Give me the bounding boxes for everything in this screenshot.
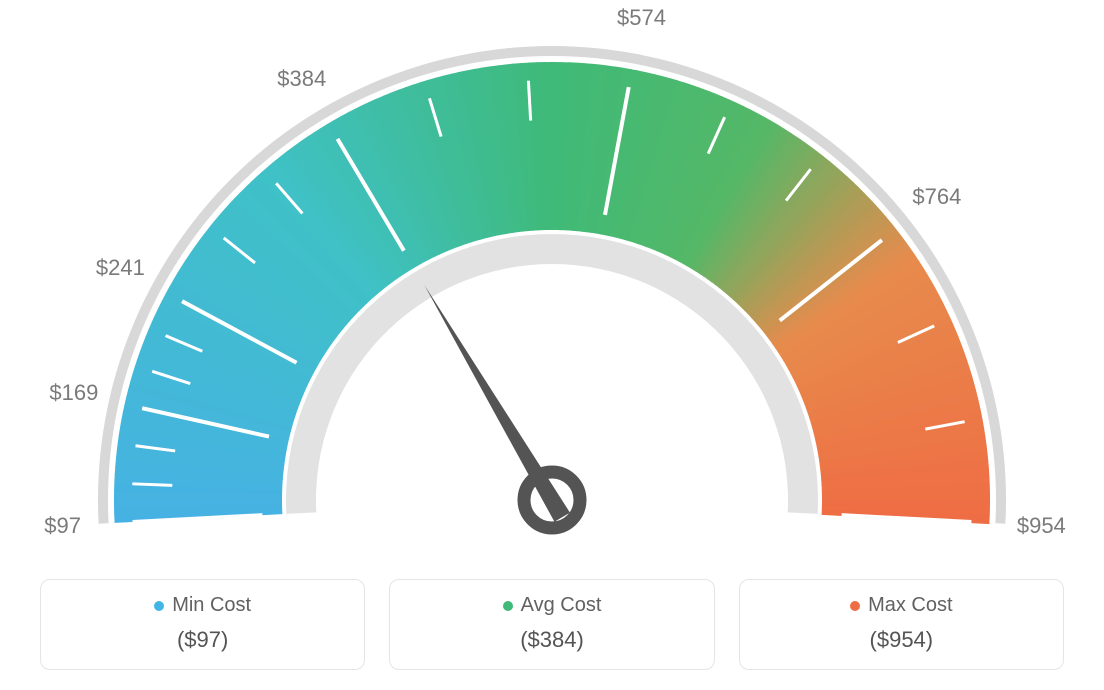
- legend-top-min: Min Cost: [51, 594, 354, 617]
- legend-dot-avg: [503, 601, 513, 611]
- gauge-tick-label: $574: [617, 5, 666, 31]
- gauge-tick-label: $764: [912, 184, 961, 210]
- legend-card-avg: Avg Cost ($384): [389, 579, 714, 670]
- legend-value-max: ($954): [750, 627, 1053, 653]
- gauge-svg: [0, 0, 1104, 560]
- legend-label-avg: Avg Cost: [521, 594, 602, 617]
- legend-value-min: ($97): [51, 627, 354, 653]
- legend-label-max: Max Cost: [868, 594, 952, 617]
- legend-card-min: Min Cost ($97): [40, 579, 365, 670]
- cost-gauge-chart: $97 $169 $241 $384 $574 $764 $954 Min Cost ($9…: [0, 0, 1104, 690]
- legend-card-max: Max Cost ($954): [739, 579, 1064, 670]
- gauge-tick-label: $384: [277, 66, 326, 92]
- legend-dot-min: [154, 601, 164, 611]
- gauge-tick-label: $97: [44, 513, 81, 539]
- legend-top-avg: Avg Cost: [400, 594, 703, 617]
- gauge-tick-label: $954: [1017, 513, 1066, 539]
- gauge-tick-label: $241: [96, 255, 145, 281]
- legend-dot-max: [850, 601, 860, 611]
- legend-top-max: Max Cost: [750, 594, 1053, 617]
- legend-label-min: Min Cost: [172, 594, 251, 617]
- legend-row: Min Cost ($97) Avg Cost ($384) Max Cost …: [40, 579, 1064, 670]
- legend-value-avg: ($384): [400, 627, 703, 653]
- gauge-tick-label: $169: [49, 380, 98, 406]
